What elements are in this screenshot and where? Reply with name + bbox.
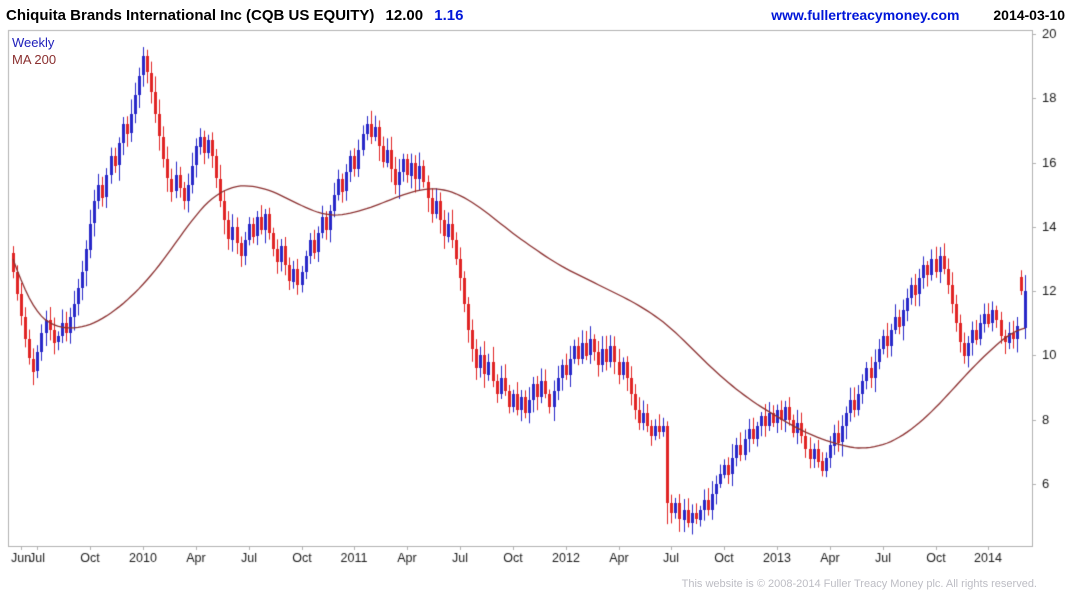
price-change: 1.16 — [434, 6, 464, 24]
instrument-title: Chiquita Brands International Inc (CQB U… — [6, 6, 375, 24]
chart-area: Weekly MA 200 — [0, 28, 1075, 578]
legend-weekly-label: Weekly — [12, 35, 55, 50]
price-chart-canvas[interactable] — [0, 28, 1075, 578]
copyright-text: This website is © 2008-2014 Fuller Treac… — [681, 578, 1037, 590]
last-price: 12.00 — [385, 6, 424, 24]
legend-ma200-label: MA 200 — [12, 52, 57, 67]
chart-legend: Weekly MA 200 — [12, 34, 56, 68]
footer: This website is © 2008-2014 Fuller Treac… — [0, 578, 1075, 598]
header: Chiquita Brands International Inc (CQB U… — [0, 0, 1075, 28]
website-link[interactable]: www.fullertreacymoney.com — [771, 7, 960, 23]
chart-date: 2014-03-10 — [993, 7, 1065, 23]
header-right: www.fullertreacymoney.com 2014-03-10 — [771, 7, 1065, 23]
chart-title-block: Chiquita Brands International Inc (CQB U… — [6, 7, 463, 24]
